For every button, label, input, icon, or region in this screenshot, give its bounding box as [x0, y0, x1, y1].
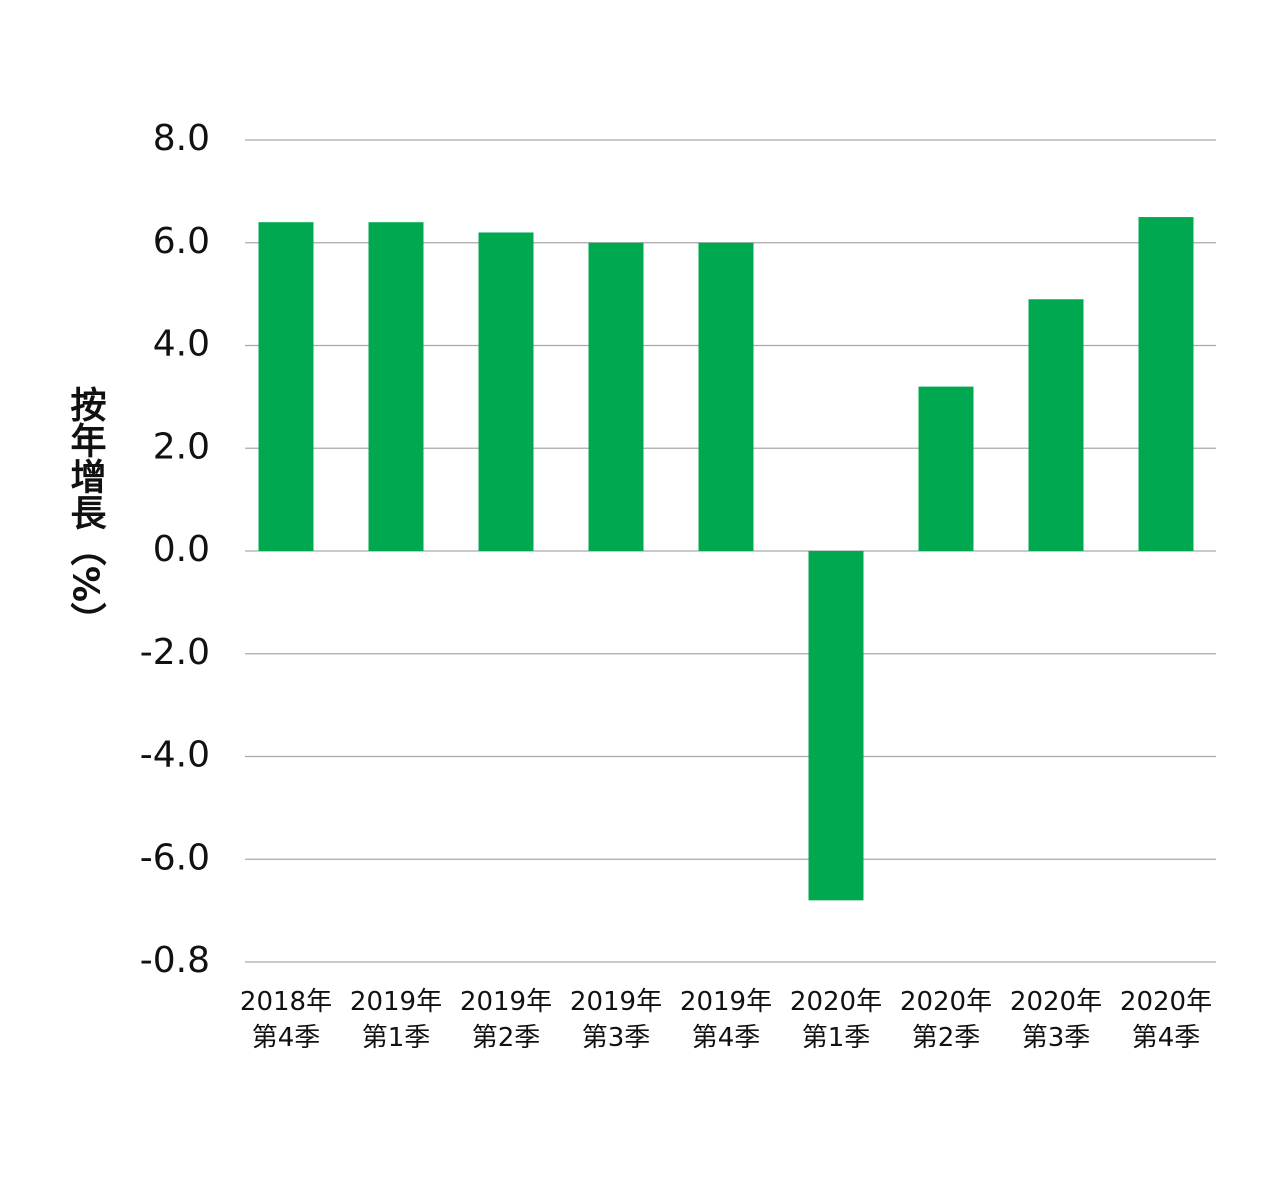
- bar: [1028, 299, 1084, 551]
- y-tick-label: 2.0: [153, 426, 210, 467]
- y-axis-label: 按年增長（%）: [65, 386, 107, 638]
- y-tick-label: 6.0: [153, 221, 210, 262]
- bar: [1138, 217, 1194, 551]
- x-tick-label: 2020年第1季: [790, 987, 882, 1053]
- bar: [258, 222, 314, 551]
- bar: [478, 232, 534, 551]
- x-tick-label: 2020年第4季: [1120, 987, 1212, 1053]
- y-tick-label: 0.0: [153, 529, 210, 570]
- y-tick-label: -6.0: [140, 837, 210, 878]
- x-tick-label: 2019年第4季: [680, 987, 772, 1053]
- bar: [588, 242, 644, 551]
- y-tick-label: 4.0: [153, 324, 210, 365]
- y-tick-label: -4.0: [140, 735, 210, 776]
- y-tick-label: -2.0: [140, 632, 210, 673]
- x-tick-label: 2020年第3季: [1010, 987, 1102, 1053]
- bar: [368, 222, 424, 551]
- y-tick-label: 8.0: [153, 118, 210, 159]
- y-tick-label: -0.8: [140, 940, 210, 981]
- x-tick-label: 2020年第2季: [900, 987, 992, 1053]
- bar: [808, 551, 864, 901]
- x-tick-label: 2019年第3季: [570, 987, 662, 1053]
- bar: [918, 386, 974, 551]
- x-tick-label: 2019年第2季: [460, 987, 552, 1053]
- bar: [698, 242, 754, 551]
- x-tick-label: 2018年第4季: [240, 987, 332, 1053]
- x-tick-label: 2019年第1季: [350, 987, 442, 1053]
